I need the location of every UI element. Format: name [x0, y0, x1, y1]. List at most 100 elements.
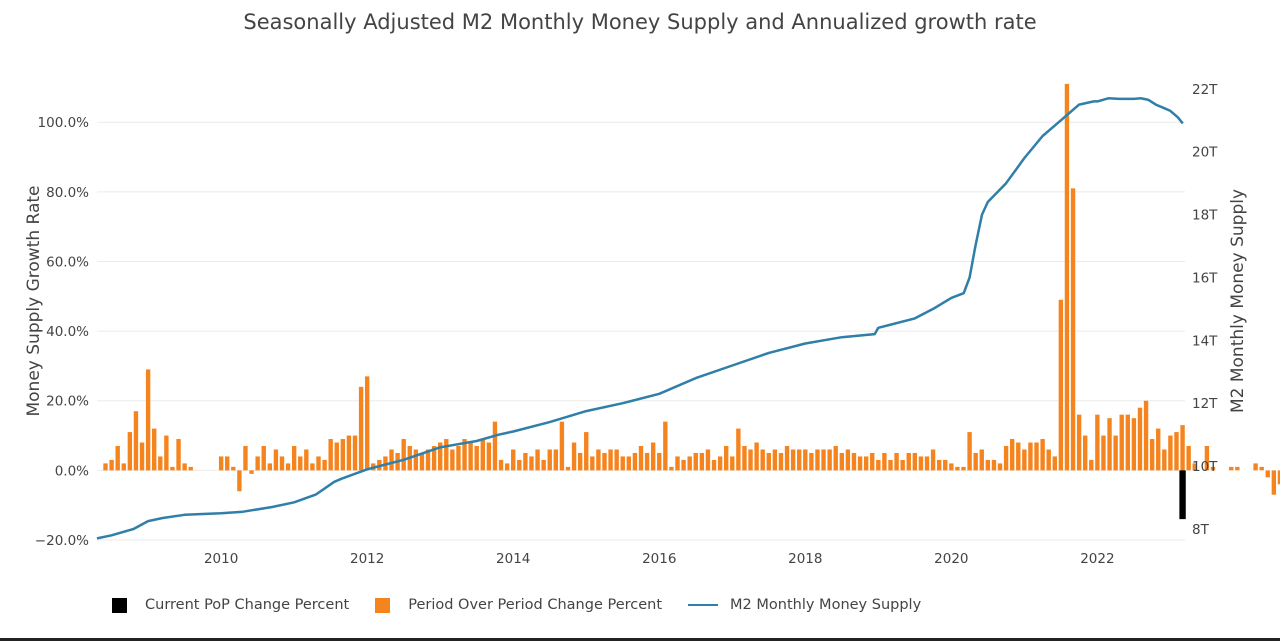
bar — [486, 442, 492, 471]
y-right-tick-label: 10T — [1192, 459, 1218, 475]
bar — [115, 446, 120, 471]
bar — [504, 463, 510, 471]
legend: Current PoP Change Percent Period Over P… — [112, 597, 947, 613]
bar — [431, 446, 437, 471]
bar — [1131, 418, 1137, 471]
bar — [663, 421, 668, 471]
bar — [139, 442, 145, 471]
bar — [170, 466, 175, 471]
bar — [669, 466, 674, 471]
bar — [492, 421, 498, 471]
bar — [705, 449, 711, 471]
gridlines — [97, 121, 1185, 541]
bar — [596, 449, 601, 471]
y-right-tick-label: 12T — [1192, 396, 1218, 412]
bar — [1046, 449, 1051, 471]
bar — [888, 459, 893, 471]
bar — [425, 449, 431, 471]
x-tick-label: 2016 — [642, 551, 676, 567]
legend-label-bars: Period Over Period Change Percent — [408, 597, 663, 613]
bar — [1235, 466, 1240, 471]
bar — [675, 456, 680, 471]
bar — [1083, 435, 1088, 471]
bar — [480, 439, 485, 471]
x-tick-label: 2014 — [496, 551, 530, 567]
bar — [1058, 299, 1064, 471]
bar — [334, 442, 339, 471]
legend-label-current: Current PoP Change Percent — [145, 597, 350, 613]
bar — [438, 442, 443, 471]
bar — [918, 456, 924, 471]
bar — [255, 456, 260, 471]
bar — [961, 466, 966, 471]
right-axis-ticks: 22T 20T 18T 16T 14T 12T 10T 8T — [1192, 82, 1218, 538]
bar — [1052, 456, 1057, 471]
bar — [833, 446, 838, 471]
bar — [523, 452, 528, 471]
y-right-tick-label: 16T — [1192, 270, 1218, 286]
bar — [784, 446, 790, 471]
bar — [657, 452, 662, 471]
bar — [1180, 425, 1185, 471]
bar — [468, 442, 473, 471]
bar — [310, 463, 315, 471]
y-axis-right-title: M2 Monthly Money Supply — [1228, 189, 1248, 413]
bar — [511, 449, 516, 471]
x-tick-label: 2012 — [350, 551, 384, 567]
bar — [1028, 442, 1033, 471]
bar — [577, 452, 583, 471]
bar — [584, 432, 589, 471]
bar — [930, 449, 936, 471]
bar — [285, 463, 291, 471]
bar — [1040, 439, 1045, 471]
bar — [176, 439, 181, 471]
bar — [243, 446, 248, 471]
bar — [638, 446, 644, 471]
bar — [620, 456, 625, 471]
bar — [346, 435, 352, 471]
bar — [650, 442, 656, 471]
bar — [845, 449, 851, 471]
bar — [1192, 463, 1197, 471]
bar — [517, 459, 522, 471]
bar — [924, 456, 930, 471]
bar — [182, 463, 187, 471]
bar — [730, 456, 735, 471]
bar — [328, 439, 333, 471]
bar — [717, 456, 723, 471]
bar — [754, 442, 759, 471]
bar — [1168, 435, 1173, 471]
bar — [766, 452, 771, 471]
bar — [1162, 449, 1167, 471]
bar — [790, 449, 796, 471]
m2-line — [96, 97, 1184, 540]
bar — [614, 449, 619, 471]
bar — [839, 452, 844, 471]
bar — [1076, 414, 1082, 471]
bar — [1119, 414, 1124, 471]
bar — [778, 452, 784, 471]
bar — [1022, 449, 1027, 471]
y-right-tick-label: 22T — [1192, 82, 1218, 98]
bar — [772, 449, 778, 471]
bar — [553, 449, 559, 471]
bar — [693, 452, 698, 471]
bar — [967, 432, 972, 471]
legend-item-bars[interactable]: Period Over Period Change Percent — [375, 597, 662, 613]
legend-item-line[interactable]: M2 Monthly Money Supply — [688, 597, 921, 613]
legend-item-current[interactable]: Current PoP Change Percent — [112, 597, 349, 613]
bar — [973, 452, 978, 471]
y-left-tick-label: −20.0% — [35, 533, 89, 549]
bar — [644, 452, 650, 471]
bar — [1089, 459, 1094, 471]
x-tick-label: 2010 — [204, 551, 238, 567]
bar — [456, 446, 461, 471]
bar — [863, 456, 869, 471]
left-axis-ticks: 100.0% 80.0% 60.0% 40.0% 20.0% 0.0% −20.0% — [35, 115, 89, 549]
bar — [559, 421, 565, 471]
bar — [462, 439, 467, 471]
y-left-tick-label: 20.0% — [46, 394, 89, 410]
bar — [949, 463, 954, 471]
x-tick-label: 2020 — [934, 551, 968, 567]
